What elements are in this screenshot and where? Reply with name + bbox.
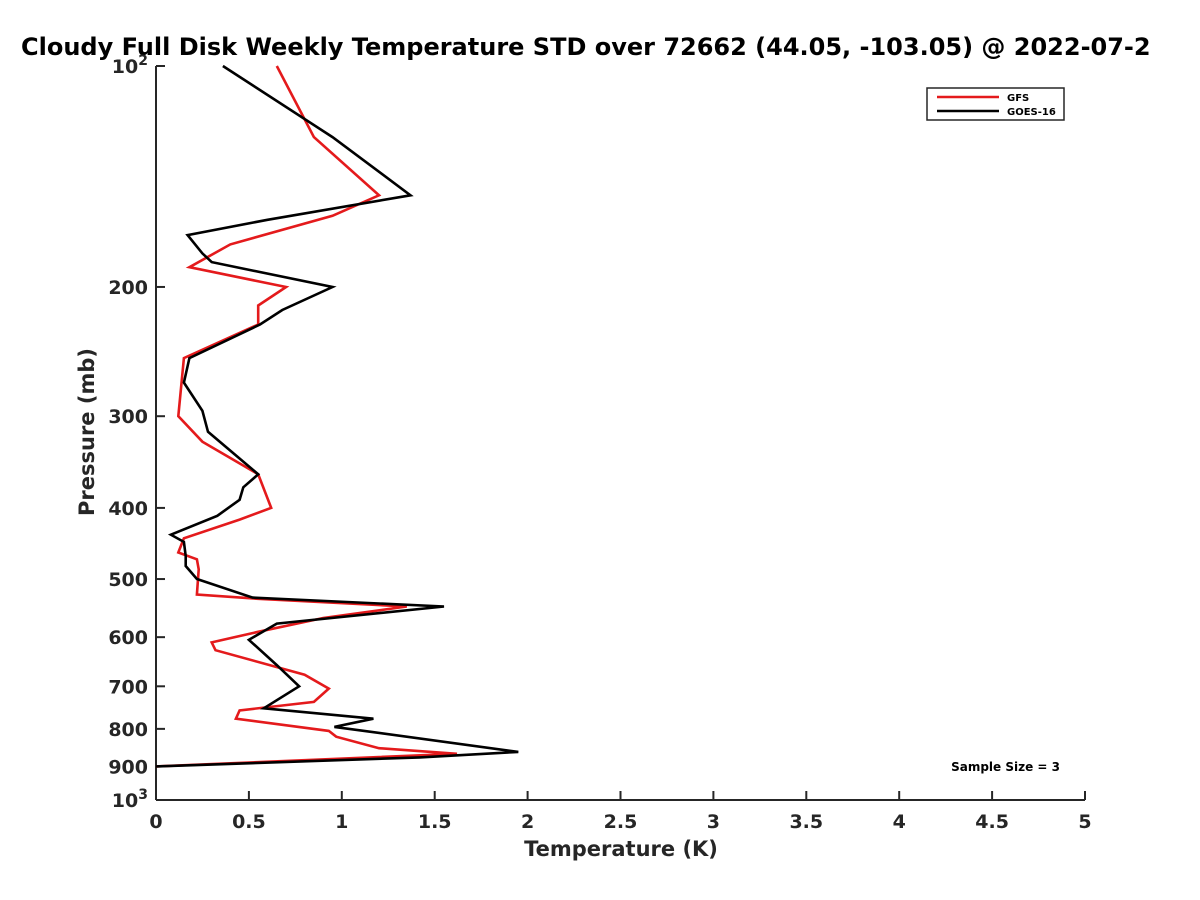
- x-tick-label: 4: [893, 811, 906, 833]
- legend-label: GOES-16: [1007, 107, 1056, 118]
- y-tick-label: 700: [108, 676, 148, 698]
- y-tick-label: 103: [112, 787, 148, 812]
- legend-box: [926, 87, 1065, 121]
- legend: GFS GOES-16: [926, 87, 1065, 121]
- y-tick-label: 900: [108, 756, 148, 778]
- sample-size-annotation: Sample Size = 3: [951, 760, 1060, 774]
- x-tick-label: 1: [335, 811, 348, 833]
- y-tick-label: 400: [108, 498, 148, 520]
- y-axis-label: Pressure (mb): [75, 348, 99, 516]
- x-tick-label: 3.5: [789, 811, 823, 833]
- legend-label: GFS: [1007, 93, 1029, 104]
- y-tick-label: 600: [108, 627, 148, 649]
- x-tick-label: 2.5: [604, 811, 638, 833]
- y-tick-label: 200: [108, 277, 148, 299]
- x-tick-label: 0.5: [232, 811, 266, 833]
- y-tick-label: 500: [108, 569, 148, 591]
- series-line-goes16: [155, 64, 519, 768]
- plot-area: 0 0.5 1 1.5 2 2.5 3 3.5 4 4.5 5 102 200 300 400 500 600 7…: [108, 53, 1091, 833]
- x-tick-label: 0: [149, 811, 162, 833]
- x-axis-label: Temperature (K): [524, 837, 718, 861]
- x-tick-label: 1.5: [418, 811, 452, 833]
- x-tick-label: 4.5: [975, 811, 1009, 833]
- y-tick-label: 800: [108, 719, 148, 741]
- chart-title: Cloudy Full Disk Weekly Temperature STD …: [21, 33, 1151, 61]
- x-tick-label: 3: [707, 811, 720, 833]
- series-line-gfs: [155, 65, 458, 768]
- x-tick-label: 5: [1078, 811, 1091, 833]
- y-tick-label: 102: [112, 53, 148, 78]
- y-tick-label: 300: [108, 406, 148, 428]
- x-tick-label: 2: [521, 811, 534, 833]
